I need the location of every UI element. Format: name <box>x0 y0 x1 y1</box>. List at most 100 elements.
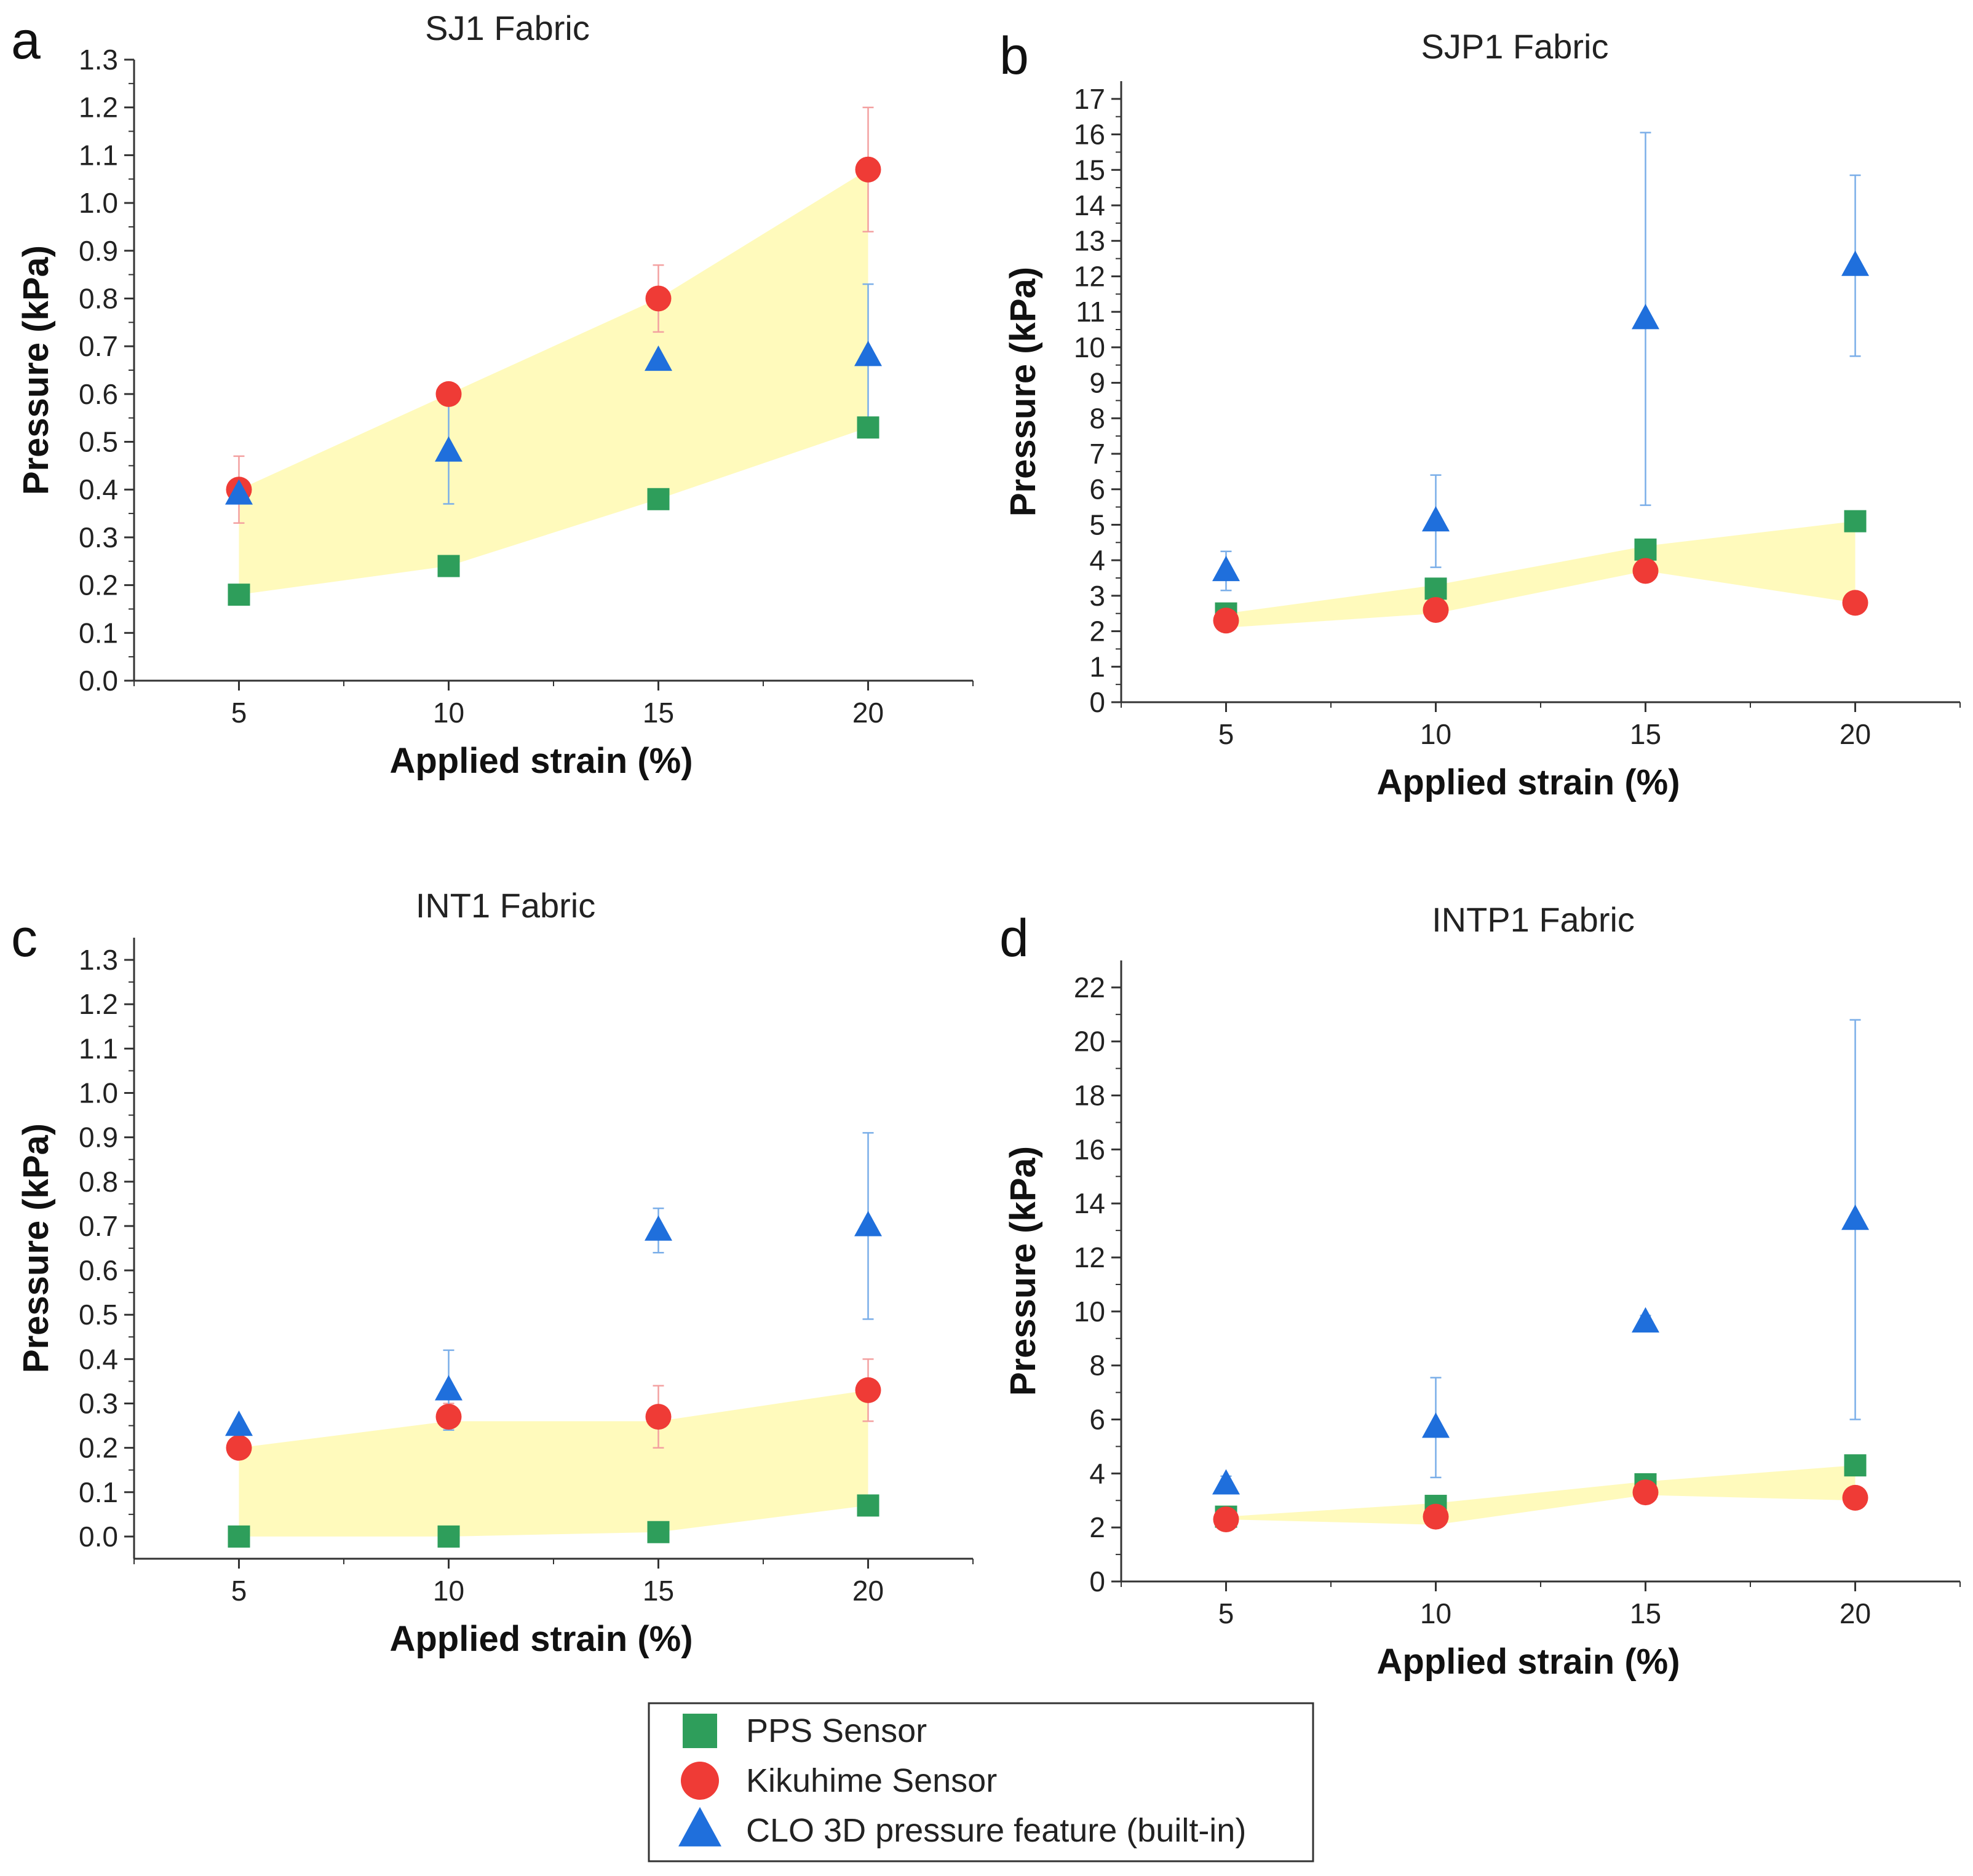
panel-b-clo-point <box>1632 304 1659 330</box>
panel-c-kikuhime-point <box>645 1404 672 1430</box>
panel-c-y-tick-label: 1.2 <box>79 988 118 1020</box>
panel-c-clo-point <box>225 1411 253 1436</box>
panel-d-kikuhime-point <box>1632 1479 1659 1506</box>
panel-d-x-tick-label: 20 <box>1840 1597 1871 1629</box>
panel-a-x-tick-label: 20 <box>852 697 884 729</box>
panel-c-x-tick-label: 5 <box>231 1575 247 1607</box>
panel-b-x-axis-label: Applied strain (%) <box>1376 762 1680 802</box>
panel-a-pps-point <box>228 584 250 606</box>
panel-b-y-tick-label: 2 <box>1089 615 1105 647</box>
panel-c-y-tick-label: 0.1 <box>79 1476 118 1508</box>
legend-marker-pps <box>683 1714 717 1748</box>
panel-a-kikuhime-point <box>855 156 881 183</box>
panel-c-band <box>239 1390 868 1537</box>
panel-a-y-axis-label: Pressure (kPa) <box>16 245 56 495</box>
panel-c-y-tick-label: 1.3 <box>79 944 118 976</box>
panel-d-title: INTP1 Fabric <box>1432 900 1635 939</box>
panel-c-y-tick-label: 0.8 <box>79 1166 118 1198</box>
panel-b-y-tick-label: 16 <box>1074 119 1105 151</box>
legend-marker-clo <box>678 1807 721 1846</box>
panel-c-x-tick-label: 10 <box>433 1575 464 1607</box>
panel-c-kikuhime-point <box>226 1435 252 1461</box>
panel-b-band <box>1226 521 1856 628</box>
panel-a-y-tick-label: 0.8 <box>79 282 118 314</box>
panel-a-letter: a <box>11 11 41 70</box>
panel-a-y-tick-label: 1.1 <box>79 139 118 171</box>
panel-c-y-tick-label: 0.6 <box>79 1254 118 1286</box>
panel-d-y-tick-label: 0 <box>1089 1565 1105 1597</box>
panel-b-kikuhime-point <box>1213 608 1239 634</box>
panel-b-kikuhime-point <box>1632 558 1659 584</box>
panel-b-y-tick-label: 14 <box>1074 189 1105 221</box>
panel-d-kikuhime-point <box>1842 1484 1868 1511</box>
panel-d-y-tick-label: 8 <box>1089 1350 1105 1382</box>
panel-a-x-tick-label: 10 <box>433 697 464 729</box>
panel-b-y-tick-label: 10 <box>1074 331 1105 363</box>
panel-d-y-tick-label: 16 <box>1074 1133 1105 1165</box>
panel-d-chart: 0 2 4 6 8 10 12 14 16 18 20 22 5 10 15 20 Applied strain… <box>999 900 1961 1682</box>
panel-c-y-tick-label: 0.7 <box>79 1210 118 1242</box>
panel-b-clo-point <box>1841 250 1869 276</box>
panel-b-y-tick-label: 4 <box>1089 544 1105 576</box>
panel-a-y-tick-label: 0.0 <box>79 665 118 697</box>
panel-a-y-tick-label: 0.6 <box>79 378 118 410</box>
panel-d-clo-point <box>1632 1307 1659 1333</box>
panel-b-pps-point <box>1634 538 1657 561</box>
panel-c-kikuhime-point <box>435 1404 462 1430</box>
panel-c-y-tick-label: 0.5 <box>79 1299 118 1331</box>
panel-a-title: SJ1 Fabric <box>425 9 590 47</box>
panel-b-kikuhime-point <box>1842 590 1868 616</box>
panel-a-y-tick-label: 0.3 <box>79 521 118 553</box>
panel-d-y-tick-label: 2 <box>1089 1511 1105 1543</box>
panel-d-x-tick-label: 15 <box>1630 1597 1661 1629</box>
panel-a-clo-point <box>225 479 253 505</box>
panel-b-y-tick-label: 0 <box>1089 686 1105 718</box>
panel-c-x-tick-label: 15 <box>643 1575 674 1607</box>
panel-b-y-tick-label: 1 <box>1089 651 1105 683</box>
panel-d-y-tick-label: 12 <box>1074 1241 1105 1273</box>
panel-b-x-tick-label: 20 <box>1840 718 1871 750</box>
panel-d-y-tick-label: 4 <box>1089 1457 1105 1489</box>
panel-c-clo-point <box>645 1215 672 1241</box>
panel-c-y-tick-label: 0.4 <box>79 1343 118 1375</box>
panel-b-y-tick-label: 15 <box>1074 154 1105 186</box>
legend-marker-kikuhime <box>681 1762 719 1800</box>
panel-d-y-tick-label: 6 <box>1089 1404 1105 1436</box>
panel-b-y-tick-label: 5 <box>1089 509 1105 540</box>
panel-a-clo-point <box>645 345 672 371</box>
panel-a-x-tick-label: 5 <box>231 697 247 729</box>
panel-a-y-tick-label: 0.2 <box>79 569 118 601</box>
legend-label-clo: CLO 3D pressure feature (built-in) <box>746 1812 1246 1849</box>
panel-b-y-tick-label: 13 <box>1074 225 1105 257</box>
panel-a-y-tick-label: 1.2 <box>79 92 118 124</box>
panel-a-chart: 0.0 0.1 0.2 0.3 0.4 0.5 0.6 0.7 0.8 0.9 1.0 1.1 1.2 1… <box>11 9 974 781</box>
panel-c-kikuhime-point <box>855 1377 881 1403</box>
panel-d-clo-point <box>1212 1469 1240 1495</box>
panel-d-y-axis-label: Pressure (kPa) <box>1003 1146 1043 1396</box>
panel-a-clo-point <box>435 436 462 462</box>
panel-a-band <box>239 169 868 595</box>
panel-c-pps-point <box>437 1525 460 1548</box>
panel-c-x-tick-label: 20 <box>852 1575 884 1607</box>
panel-c-x-axis-label: Applied strain (%) <box>389 1619 693 1659</box>
panel-c-clo-point <box>854 1211 882 1237</box>
panel-d-clo-point <box>1422 1412 1450 1438</box>
panel-d-y-tick-label: 10 <box>1074 1296 1105 1328</box>
panel-a-x-axis-label: Applied strain (%) <box>389 741 693 781</box>
legend-box <box>648 1702 1314 1862</box>
panel-c-y-tick-label: 0.2 <box>79 1432 118 1464</box>
panel-c-chart: 0.0 0.1 0.2 0.3 0.4 0.5 0.6 0.7 0.8 0.9 1.0 1.1 1.2 1… <box>11 886 974 1659</box>
panel-a-y-tick-label: 0.7 <box>79 330 118 362</box>
panel-d-kikuhime-point <box>1423 1503 1449 1530</box>
panel-b-y-axis-label: Pressure (kPa) <box>1003 267 1043 516</box>
panel-d-clo-point <box>1841 1205 1869 1230</box>
panel-d-kikuhime-point <box>1213 1506 1239 1532</box>
panel-b-clo-point <box>1212 555 1240 582</box>
panel-a-y-tick-label: 0.9 <box>79 235 118 267</box>
panel-c-pps-point <box>857 1494 879 1517</box>
panel-a-y-tick-label: 0.4 <box>79 473 118 505</box>
panel-d-y-tick-label: 14 <box>1074 1187 1105 1219</box>
panel-d-band <box>1226 1465 1856 1525</box>
panel-b-y-tick-label: 6 <box>1089 473 1105 505</box>
legend: PPS Sensor Kikuhime Sensor CLO 3D pressu… <box>648 1702 1314 1862</box>
